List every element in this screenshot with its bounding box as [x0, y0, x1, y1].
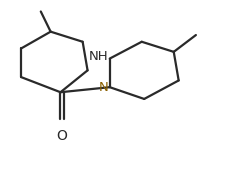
- Text: N: N: [99, 81, 109, 94]
- Text: O: O: [57, 129, 67, 143]
- Text: NH: NH: [89, 50, 108, 63]
